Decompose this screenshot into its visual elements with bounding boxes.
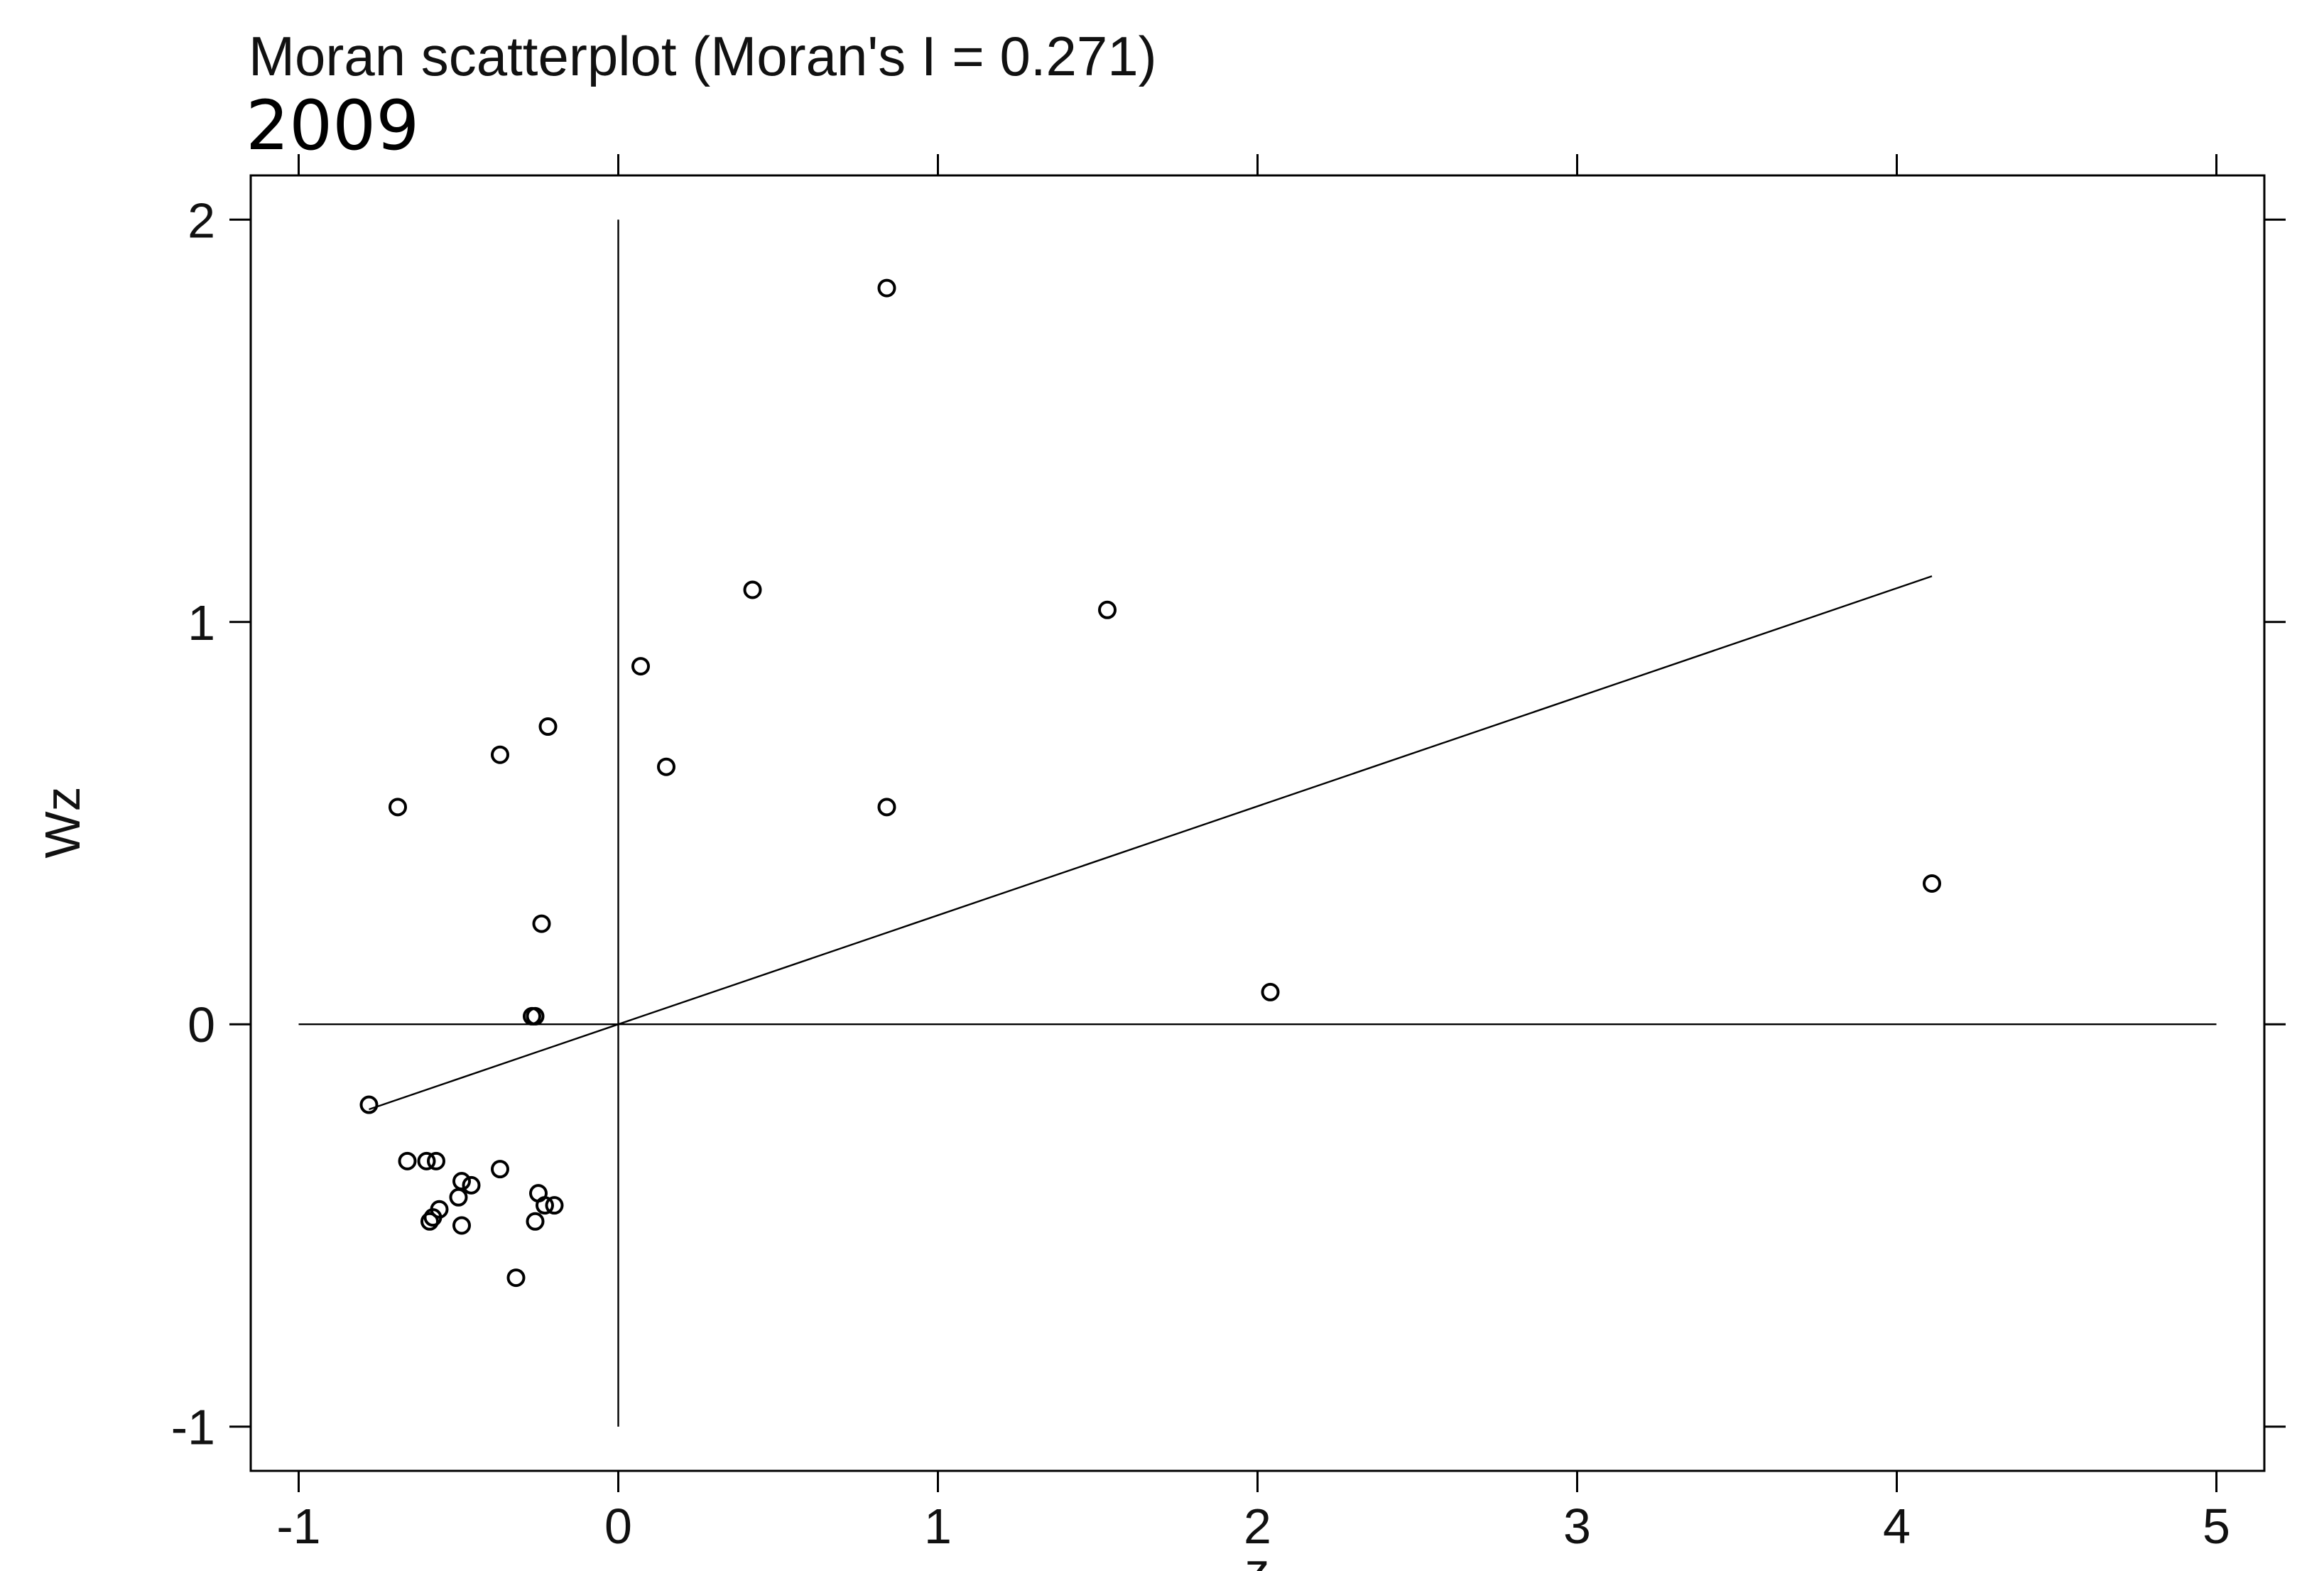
y-tick-label: 0 (188, 997, 215, 1053)
data-point (538, 717, 558, 736)
axis-ticks (229, 154, 2286, 1492)
x-tick-label: 0 (604, 1499, 632, 1554)
data-point (491, 745, 509, 764)
data-point (452, 1216, 471, 1235)
x-tick-label: 2 (1244, 1499, 1271, 1554)
data-point (526, 1212, 545, 1231)
plot-frame (249, 174, 2266, 1472)
data-point (417, 1151, 436, 1170)
data-point (398, 1151, 417, 1170)
data-point (1261, 982, 1280, 1001)
data-point (389, 798, 407, 817)
moran-fit-line (369, 575, 1933, 1111)
x-tick-label: 1 (924, 1499, 952, 1554)
data-point (877, 798, 896, 817)
y-axis-label: Wz (35, 786, 90, 858)
axis-tick-labels: -1 0 1 2 3 4 5 -1 0 1 2 (171, 192, 2230, 1554)
x-axis-label: z (1245, 1543, 1270, 1571)
data-point (462, 1175, 481, 1195)
data-point (423, 1208, 442, 1227)
data-point (1098, 600, 1117, 619)
data-point (506, 1268, 526, 1288)
x-tick-label: -1 (276, 1499, 320, 1554)
regression-line (369, 575, 1933, 1111)
data-point (1923, 874, 1941, 893)
data-point (449, 1187, 468, 1207)
data-point (545, 1196, 564, 1215)
x-tick-label: 3 (1563, 1499, 1591, 1554)
data-point (523, 1006, 541, 1026)
data-point (532, 914, 551, 933)
data-point (420, 1212, 439, 1231)
data-point (631, 657, 650, 676)
x-tick-label: 4 (1883, 1499, 1911, 1554)
y-tick-label: 2 (188, 192, 215, 248)
x-tick-label: 5 (2203, 1499, 2230, 1554)
chart-subtitle-year: 2009 (246, 86, 419, 165)
data-point (452, 1172, 471, 1191)
y-tick-label: 1 (188, 595, 215, 651)
data-points (359, 278, 1941, 1288)
data-point (536, 1196, 554, 1215)
data-point (491, 1160, 509, 1179)
y-tick-label: -1 (171, 1400, 215, 1455)
data-point (427, 1151, 445, 1170)
reference-lines (298, 219, 2217, 1427)
data-point (877, 278, 896, 298)
data-point (743, 580, 762, 599)
chart-title: Moran scatterplot (Moran's I = 0.271) (249, 25, 1157, 87)
data-point (359, 1095, 379, 1114)
data-point (657, 757, 675, 776)
